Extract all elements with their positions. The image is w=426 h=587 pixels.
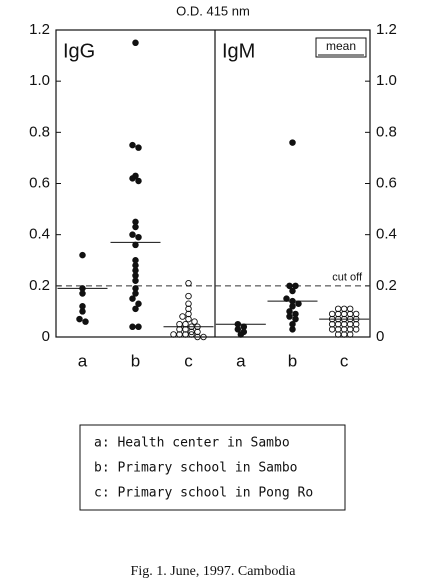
dot bbox=[185, 305, 192, 313]
x-tick-label: a bbox=[78, 351, 88, 370]
dot bbox=[346, 331, 354, 338]
dot bbox=[289, 139, 296, 146]
dot bbox=[237, 331, 245, 338]
y-tick-label: 0.2 bbox=[376, 277, 397, 294]
dot bbox=[234, 326, 242, 333]
x-tick-label: b bbox=[131, 351, 140, 370]
dot bbox=[76, 315, 83, 323]
dot bbox=[129, 323, 136, 331]
y-tick-label: 0.4 bbox=[376, 226, 397, 243]
key-box bbox=[79, 424, 346, 511]
dot bbox=[295, 300, 302, 307]
dot bbox=[283, 295, 290, 302]
dot bbox=[185, 310, 192, 318]
dot bbox=[286, 313, 293, 320]
y-tick-label: 1.0 bbox=[29, 72, 50, 89]
dot bbox=[289, 287, 296, 295]
y-tick-label: 1.0 bbox=[376, 72, 397, 89]
dot bbox=[185, 315, 192, 323]
dot bbox=[188, 331, 195, 338]
dot bbox=[185, 280, 192, 287]
dot bbox=[200, 333, 207, 341]
dot bbox=[135, 177, 142, 185]
dot bbox=[289, 303, 296, 310]
key-entry: b: Primary school in Sambo bbox=[94, 461, 298, 476]
x-tick-label: c bbox=[340, 351, 349, 370]
x-tick-label: c bbox=[184, 351, 193, 370]
dot bbox=[352, 320, 360, 328]
cutoff-label: cut off bbox=[332, 272, 363, 284]
y-tick-label: 0.6 bbox=[376, 174, 397, 191]
x-tick-label: b bbox=[288, 351, 297, 370]
caption: Fig. 1. June, 1997. Cambodia bbox=[131, 564, 297, 579]
dot bbox=[352, 310, 360, 318]
dot bbox=[79, 290, 86, 297]
dot bbox=[352, 326, 360, 333]
y-tick-label: 1.2 bbox=[29, 21, 50, 38]
dot bbox=[346, 305, 354, 313]
plot-frame bbox=[55, 29, 371, 338]
dot bbox=[132, 277, 139, 284]
mean-legend-label: mean bbox=[326, 39, 356, 53]
dot bbox=[289, 326, 296, 333]
dot bbox=[135, 233, 142, 241]
dot bbox=[135, 144, 142, 151]
dot bbox=[129, 231, 136, 238]
dot bbox=[132, 241, 139, 249]
dot bbox=[129, 141, 136, 149]
dot bbox=[292, 315, 299, 323]
y-tick-label: 0.4 bbox=[29, 226, 50, 243]
panel-label: IgG bbox=[63, 40, 95, 62]
dot bbox=[132, 305, 139, 313]
chart-title: O.D. 415 nm bbox=[176, 3, 250, 18]
dot bbox=[132, 290, 139, 297]
key-entry: c: Primary school in Pong Ro bbox=[94, 486, 313, 501]
y-tick-label: 0.8 bbox=[29, 123, 50, 140]
y-tick-label: 0.8 bbox=[376, 123, 397, 140]
y-tick-label: 0 bbox=[42, 328, 50, 345]
y-tick-label: 0 bbox=[376, 328, 384, 345]
dot bbox=[132, 223, 139, 231]
dot bbox=[79, 308, 86, 315]
mean-legend-box bbox=[315, 37, 367, 58]
dot bbox=[135, 300, 142, 307]
dot bbox=[185, 300, 192, 307]
panel-label: IgM bbox=[222, 40, 255, 62]
dot bbox=[191, 318, 198, 325]
y-tick-label: 0.2 bbox=[29, 277, 50, 294]
dot bbox=[286, 282, 293, 290]
dot bbox=[82, 318, 89, 325]
dot bbox=[129, 175, 136, 182]
dot bbox=[135, 323, 142, 331]
y-tick-label: 0.6 bbox=[29, 174, 50, 191]
dot bbox=[129, 295, 136, 302]
x-tick-label: a bbox=[236, 351, 246, 370]
dot bbox=[79, 251, 86, 259]
dot bbox=[132, 39, 139, 47]
dot bbox=[185, 292, 192, 300]
dot bbox=[194, 328, 201, 336]
key-entry: a: Health center in Sambo bbox=[94, 436, 290, 451]
y-tick-label: 1.2 bbox=[376, 21, 397, 38]
dot bbox=[292, 282, 299, 290]
dot bbox=[179, 313, 186, 320]
